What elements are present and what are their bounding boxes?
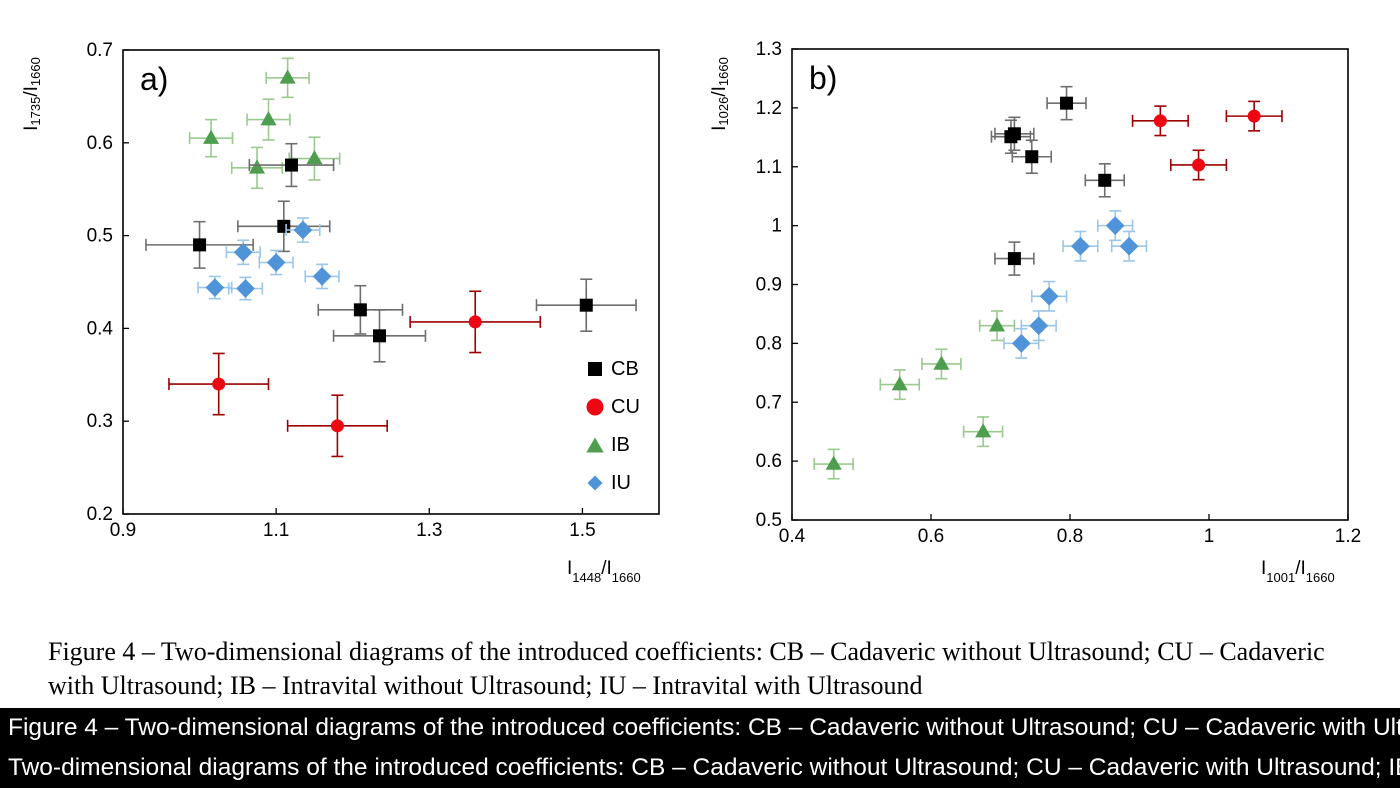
svg-text:0.7: 0.7	[756, 392, 782, 413]
svg-text:0.5: 0.5	[756, 510, 782, 531]
svg-text:1.5: 1.5	[569, 520, 595, 541]
svg-text:0.3: 0.3	[87, 411, 113, 432]
svg-text:1.1: 1.1	[263, 520, 289, 541]
svg-text:1.1: 1.1	[756, 157, 782, 178]
svg-text:0.6: 0.6	[756, 451, 782, 472]
svg-text:b): b)	[809, 60, 837, 96]
svg-text:0.7: 0.7	[87, 40, 113, 61]
svg-text:0.6: 0.6	[87, 133, 113, 154]
svg-text:0.8: 0.8	[1057, 526, 1083, 547]
svg-text:0.4: 0.4	[779, 526, 806, 547]
svg-text:0.4: 0.4	[87, 318, 114, 339]
svg-text:0.8: 0.8	[756, 333, 782, 354]
svg-text:1.2: 1.2	[756, 98, 782, 119]
svg-text:0.9: 0.9	[756, 275, 782, 296]
svg-text:0.6: 0.6	[918, 526, 944, 547]
svg-text:1.2: 1.2	[1335, 526, 1361, 547]
svg-text:1: 1	[771, 216, 782, 237]
svg-text:0.5: 0.5	[87, 226, 113, 247]
svg-text:1.3: 1.3	[756, 39, 782, 60]
svg-text:1: 1	[1204, 526, 1215, 547]
svg-text:1.3: 1.3	[416, 520, 442, 541]
svg-text:0.9: 0.9	[110, 520, 136, 541]
svg-text:0.2: 0.2	[87, 504, 113, 525]
svg-text:a): a)	[140, 61, 168, 97]
